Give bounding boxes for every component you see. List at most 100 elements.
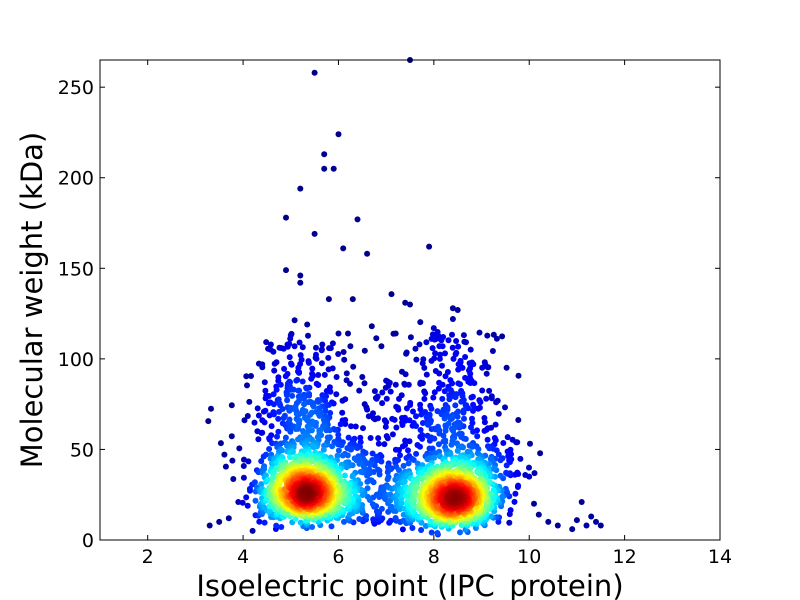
data-point <box>270 409 277 416</box>
data-point <box>402 437 409 444</box>
data-point <box>330 165 337 172</box>
data-point <box>460 409 467 416</box>
data-point <box>259 429 266 436</box>
data-point <box>429 331 436 338</box>
data-point <box>503 469 510 476</box>
data-point <box>476 329 483 336</box>
data-point <box>263 339 270 346</box>
data-point <box>319 341 326 348</box>
data-point <box>376 471 383 478</box>
data-point <box>382 423 389 430</box>
data-point <box>418 476 425 483</box>
data-point <box>449 425 455 432</box>
data-point <box>305 359 312 366</box>
data-point <box>468 424 474 431</box>
data-point <box>278 524 285 530</box>
data-point <box>308 375 315 382</box>
data-point <box>225 515 232 522</box>
data-point <box>462 354 469 360</box>
data-point <box>537 450 544 457</box>
data-point <box>263 451 269 458</box>
data-point <box>402 299 409 306</box>
data-point <box>452 495 459 501</box>
data-point <box>283 392 290 398</box>
y-axis-title: Molecular weight (kDa) <box>15 132 49 468</box>
data-point <box>261 519 268 526</box>
data-point <box>421 364 428 371</box>
data-point <box>388 503 395 510</box>
data-point <box>268 423 275 430</box>
data-point <box>507 507 514 514</box>
ticks-layer: 2 4 6 8 10 12 14 0 50 100 150 200 250 <box>58 60 732 568</box>
y-tick-label: 150 <box>58 258 94 280</box>
data-point <box>240 463 247 469</box>
data-point <box>339 409 346 416</box>
data-point <box>258 481 265 488</box>
data-point <box>350 363 357 370</box>
data-point <box>488 395 495 402</box>
data-point <box>410 408 416 415</box>
data-point <box>405 447 411 454</box>
data-point <box>484 332 491 339</box>
data-point <box>321 165 328 172</box>
data-point <box>422 390 429 397</box>
data-point <box>474 433 481 440</box>
data-point <box>417 427 424 433</box>
data-point <box>335 431 342 438</box>
data-point <box>261 379 268 386</box>
data-point <box>431 435 438 442</box>
data-point <box>335 447 342 454</box>
data-point <box>388 291 395 298</box>
data-point <box>286 354 293 361</box>
data-point <box>319 392 326 399</box>
data-point <box>313 344 319 351</box>
data-point <box>454 413 461 420</box>
data-point <box>457 529 463 536</box>
data-point <box>462 374 469 381</box>
data-point <box>504 434 511 441</box>
data-point <box>341 472 348 479</box>
data-point <box>354 445 361 451</box>
data-point <box>384 435 391 442</box>
x-tick-label: 8 <box>428 546 440 568</box>
data-point <box>284 343 291 350</box>
data-point <box>466 442 473 449</box>
data-point <box>403 455 410 461</box>
data-point <box>413 423 419 429</box>
data-point <box>270 401 277 408</box>
data-point <box>216 518 223 525</box>
data-point <box>421 395 428 402</box>
data-point <box>454 307 461 313</box>
data-point <box>414 460 421 467</box>
data-point <box>274 433 280 440</box>
data-point <box>452 402 459 409</box>
data-point <box>343 370 350 377</box>
data-point <box>421 409 428 416</box>
data-point <box>396 395 402 402</box>
data-point <box>476 397 483 404</box>
data-point <box>475 469 481 476</box>
plot-frame <box>99 59 721 541</box>
data-point <box>266 393 272 399</box>
data-point <box>406 417 413 424</box>
data-point <box>293 377 300 384</box>
data-point <box>309 421 316 428</box>
data-point <box>395 406 402 413</box>
data-point <box>255 436 262 443</box>
data-point <box>259 364 266 371</box>
data-point <box>466 367 472 374</box>
data-point <box>467 346 474 353</box>
data-point <box>381 441 388 448</box>
data-point <box>296 369 302 376</box>
data-point <box>262 387 269 394</box>
data-point <box>449 331 455 338</box>
data-point <box>417 401 424 408</box>
data-point <box>588 513 595 520</box>
data-point <box>383 395 390 402</box>
data-point <box>308 427 315 434</box>
data-point <box>315 372 322 378</box>
data-point <box>275 428 282 435</box>
data-point <box>364 478 371 485</box>
data-point <box>378 505 385 512</box>
data-point <box>292 515 299 522</box>
